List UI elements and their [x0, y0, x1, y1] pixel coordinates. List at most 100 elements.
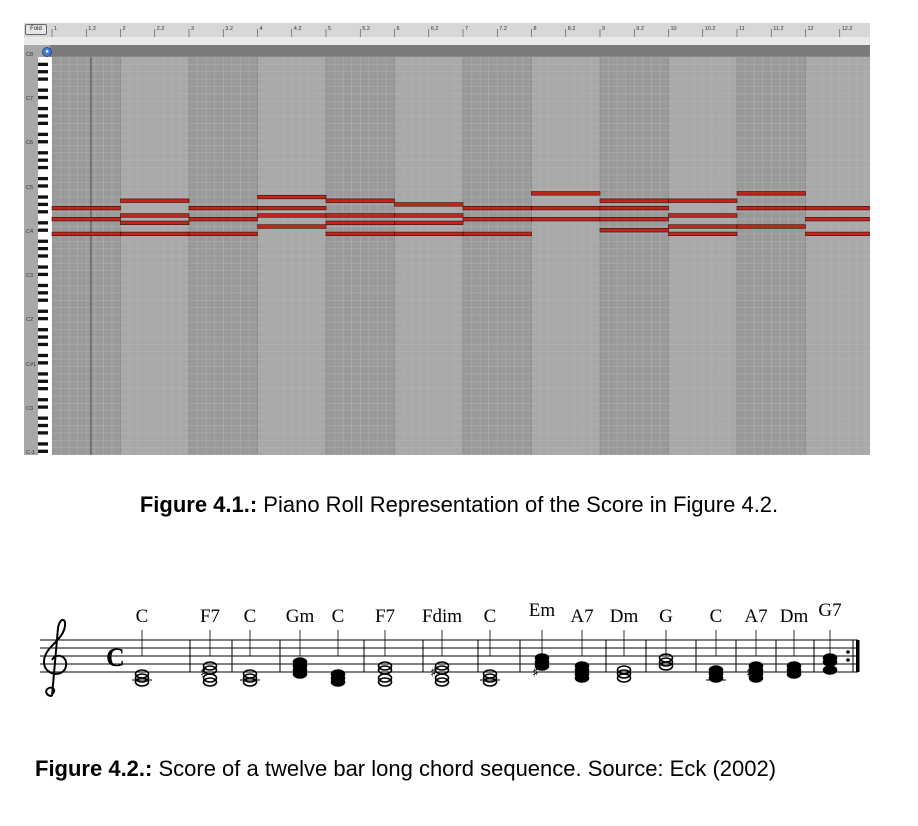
ruler-label: 7.2	[499, 26, 507, 32]
figure-4-2-caption: Figure 4.2.: Score of a twelve bar long …	[35, 756, 776, 782]
note	[325, 220, 395, 225]
notehead	[616, 669, 632, 679]
ruler-label: 12	[807, 26, 814, 32]
chord-symbol: Fdim	[421, 606, 463, 627]
caption-label: Figure 4.1.:	[139, 492, 258, 517]
ruler-label: 9	[602, 26, 606, 32]
ruler-marker-icon: ●	[42, 47, 52, 57]
note	[325, 231, 395, 236]
black-key	[38, 95, 48, 100]
notehead	[202, 661, 218, 671]
ruler-label: 10.2	[704, 26, 716, 32]
black-key	[38, 184, 48, 188]
ruler-label: 8	[533, 26, 537, 32]
black-key	[38, 272, 48, 277]
chord-symbol: C	[135, 606, 149, 627]
note	[462, 205, 532, 211]
note	[462, 231, 532, 236]
caption-text: Score of a twelve bar long chord sequenc…	[152, 756, 777, 781]
octave-label: C3	[26, 273, 34, 280]
caption-text: Piano Roll Representation of the Score i…	[257, 492, 779, 517]
black-key	[38, 449, 48, 453]
ruler-label: 5.2	[362, 26, 370, 32]
note	[188, 217, 258, 222]
note	[188, 205, 258, 211]
ruler-label: 6.2	[430, 26, 439, 32]
black-key	[38, 176, 48, 181]
ruler-label: 3	[191, 26, 195, 32]
black-key	[38, 265, 48, 269]
music-score: C F7 C Gm C F7 Fdim C Em A7 Dm G C A7 Dm G7 C ♯ ♯ ♯ ♯	[30, 600, 865, 710]
black-key	[38, 132, 48, 137]
ruler-label: 9.2	[636, 26, 644, 32]
black-key	[38, 405, 48, 409]
final-barline-thick	[856, 640, 860, 672]
notehead	[658, 657, 674, 667]
ruler-label: 4	[259, 26, 263, 32]
note	[51, 217, 121, 222]
repeat-dot	[846, 650, 850, 654]
note	[599, 205, 669, 211]
note	[736, 205, 806, 211]
notehead	[134, 677, 150, 687]
ruler-bar	[24, 23, 870, 37]
black-key	[38, 442, 48, 446]
black-key	[38, 228, 48, 232]
chord-symbol: C	[331, 606, 345, 627]
chord-symbol: A7	[744, 606, 768, 627]
note	[394, 202, 464, 207]
black-key	[38, 431, 48, 435]
piano-roll-figure: Fold ● 1 1.2 2 2.2 3 3.2 4 4.2 5 5.2 6 6.2 7 7.2 8 8.2 9…	[24, 23, 870, 455]
notehead	[434, 677, 450, 687]
note	[599, 217, 669, 222]
notehead	[658, 661, 674, 671]
notehead	[377, 661, 393, 671]
notehead	[748, 673, 764, 683]
black-key	[38, 158, 48, 162]
chord-symbol: F7	[199, 606, 221, 627]
ruler-label: 5	[328, 26, 332, 32]
fold-button[interactable]: Fold	[25, 24, 47, 35]
note	[668, 213, 738, 218]
black-key	[38, 202, 48, 207]
octave-label: C6	[26, 140, 34, 147]
octave-label: C4	[26, 228, 34, 235]
black-key	[38, 210, 48, 214]
note	[805, 205, 870, 211]
chord-symbol: G7	[818, 600, 842, 621]
black-key	[38, 221, 48, 225]
octave-label: C5	[26, 184, 34, 191]
note	[120, 198, 190, 203]
note	[805, 231, 870, 236]
black-key	[38, 165, 48, 170]
ruler-label: 1.2	[88, 26, 96, 32]
note	[325, 213, 395, 218]
black-key	[38, 239, 48, 243]
sharp-icon: ♯	[746, 665, 753, 681]
notehead	[822, 657, 838, 667]
octave-label: C7	[26, 96, 34, 103]
notehead	[377, 677, 393, 687]
black-key	[38, 316, 48, 321]
notehead	[242, 677, 258, 687]
black-key	[38, 121, 48, 125]
note	[531, 191, 601, 196]
notehead	[786, 669, 802, 679]
notehead	[202, 673, 218, 683]
sharp-icon: ♯	[532, 665, 539, 681]
octave-label: C-1	[26, 450, 35, 455]
ruler-label: 1	[54, 26, 58, 32]
black-key	[38, 77, 48, 81]
chord-symbol: Dm	[779, 606, 809, 627]
black-key	[38, 309, 48, 313]
black-key	[38, 416, 48, 420]
ruler-label: 3.2	[225, 26, 233, 32]
note	[120, 213, 190, 218]
note	[325, 198, 395, 203]
ruler-label: 10	[670, 26, 677, 32]
notehead	[616, 673, 632, 683]
note	[394, 231, 464, 236]
black-key	[38, 195, 48, 199]
note	[668, 198, 738, 203]
